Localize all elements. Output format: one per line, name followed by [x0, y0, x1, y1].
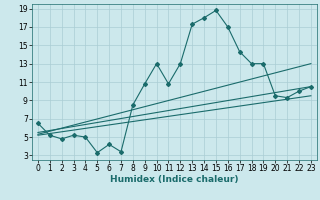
X-axis label: Humidex (Indice chaleur): Humidex (Indice chaleur)	[110, 175, 239, 184]
